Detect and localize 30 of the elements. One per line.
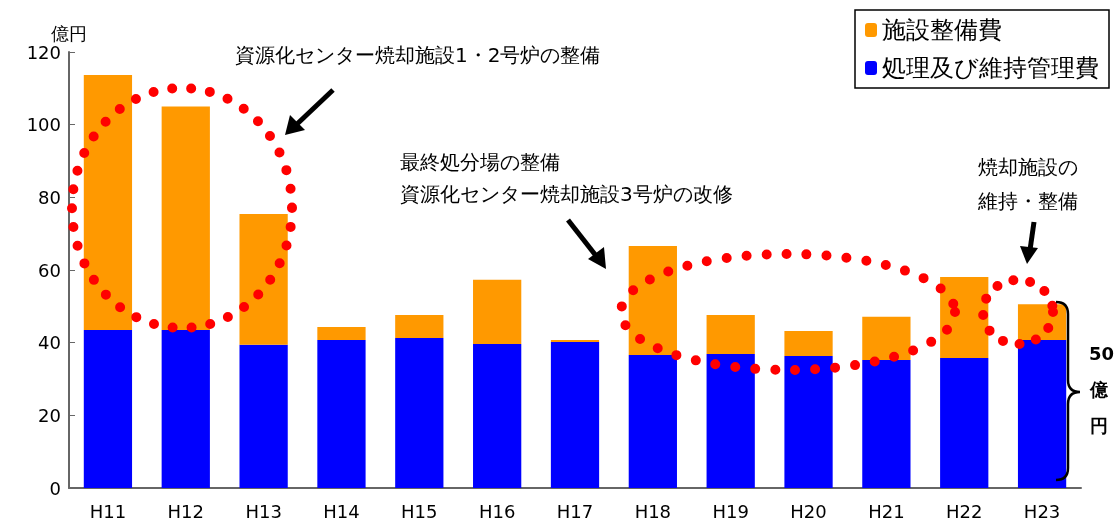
y-tick-label: 20	[38, 404, 61, 426]
x-tick-label: H13	[245, 500, 282, 522]
y-tick-label: 80	[38, 186, 61, 208]
x-tick-label: H17	[556, 500, 594, 522]
x-tick-label: H23	[1023, 500, 1061, 522]
annotation: 焼却施設の	[978, 155, 1078, 179]
x-tick-label: H22	[946, 500, 983, 522]
x-tick-label: H12	[167, 500, 204, 522]
legend-label: 施設整備費	[882, 16, 1002, 44]
x-tick-label: H21	[868, 500, 905, 522]
x-tick-label: H11	[89, 500, 127, 522]
y-tick-label: 0	[49, 477, 61, 499]
annotation: 資源化センター焼却施設1・2号炉の整備	[235, 43, 601, 67]
legend-label: 処理及び維持管理費	[882, 54, 1099, 82]
text: 50	[1089, 342, 1115, 364]
y-tick-label: 60	[38, 259, 61, 281]
text: 円	[1090, 414, 1108, 436]
x-tick-label: H20	[790, 500, 827, 522]
text: 億	[1089, 378, 1109, 400]
y-tick-label: 100	[26, 114, 61, 136]
annotation: 最終処分場の整備	[400, 150, 560, 174]
x-tick-label: H18	[634, 500, 672, 522]
x-tick-label: H15	[401, 500, 438, 522]
y-tick-label: 40	[38, 332, 61, 354]
x-tick-label: H19	[712, 500, 749, 522]
annotation: 資源化センター焼却施設3号炉の改修	[400, 182, 733, 206]
x-tick-label: H14	[323, 500, 360, 522]
x-tick-label: H16	[478, 500, 516, 522]
y-axis-title: 億円	[51, 22, 87, 44]
annotation: 維持・整備	[977, 189, 1078, 213]
